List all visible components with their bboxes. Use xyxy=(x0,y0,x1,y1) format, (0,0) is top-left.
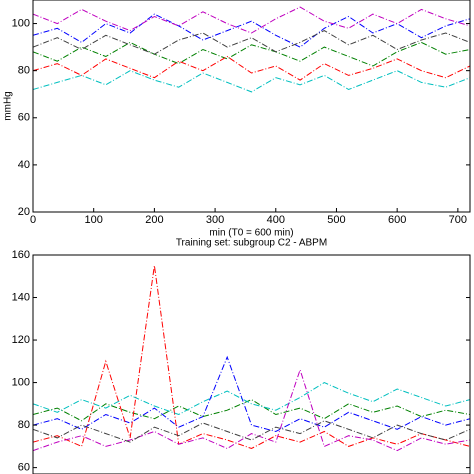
plot-area xyxy=(33,6,470,93)
x-axis-label: min (T0 = 600 min) xyxy=(209,228,293,239)
y-tick-label: 100 xyxy=(12,17,30,29)
series-line xyxy=(33,41,470,67)
series-line xyxy=(33,70,470,93)
y-tick-label: 60 xyxy=(18,462,30,474)
series-line xyxy=(33,6,470,34)
x-tick-label: 400 xyxy=(267,214,285,226)
series-line xyxy=(33,13,470,48)
x-tick-label: 100 xyxy=(85,214,103,226)
x-tick-label: 600 xyxy=(388,214,406,226)
plot-area xyxy=(33,265,470,452)
x-tick-label: 200 xyxy=(145,214,163,226)
series-line xyxy=(33,355,470,433)
y-tick-label: 40 xyxy=(18,159,30,171)
plot-frame xyxy=(32,0,471,213)
x-tick-label: 300 xyxy=(206,214,224,226)
y-tick-label: 60 xyxy=(18,112,30,124)
y-tick-label: 140 xyxy=(12,291,30,303)
series-line xyxy=(33,368,470,452)
series-line xyxy=(33,382,470,416)
y-tick-label: 160 xyxy=(12,249,30,261)
series-line xyxy=(33,265,470,450)
plot-frame xyxy=(32,254,471,474)
series-line xyxy=(33,399,470,422)
series-line xyxy=(33,30,470,55)
series-line xyxy=(33,420,470,443)
x-tick-label: 700 xyxy=(449,214,467,226)
x-tick-label: 500 xyxy=(327,214,345,226)
chart-title: Training set: subgroup C2 - ABPM xyxy=(176,238,327,249)
y-tick-label: 80 xyxy=(18,419,30,431)
y-tick-label: 20 xyxy=(18,206,30,218)
series-line xyxy=(33,55,470,81)
y-tick-label: 100 xyxy=(12,376,30,388)
y-tick-label: 120 xyxy=(12,334,30,346)
y-axis-label: mmHg xyxy=(3,91,14,120)
y-tick-label: 80 xyxy=(18,65,30,77)
x-tick-label: 0 xyxy=(30,214,36,226)
